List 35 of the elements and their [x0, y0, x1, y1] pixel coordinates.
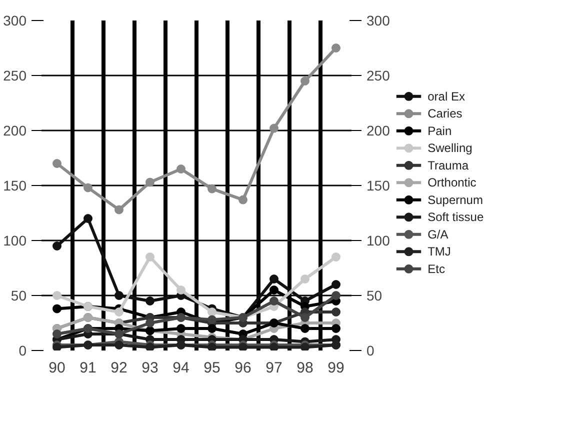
legend-label: Caries: [428, 106, 462, 121]
y-tick-label: 150: [3, 178, 27, 194]
x-tick-label: 98: [296, 360, 314, 376]
legend-label: Supernum: [428, 192, 483, 207]
y-tick-label: 300: [3, 12, 27, 28]
x-tick-label: 91: [80, 360, 96, 376]
legend-label: G/A: [428, 227, 448, 242]
legend-label: oral Ex: [428, 89, 465, 104]
y2-tick-label: 250: [366, 68, 390, 84]
legend-label: Swelling: [428, 141, 472, 156]
y2-tick-label: 300: [366, 12, 390, 28]
y2-tick-label: 50: [366, 288, 382, 304]
y-tick-label: 200: [3, 122, 27, 138]
y2-tick-label: 150: [366, 178, 390, 194]
y2-tick-label: 0: [366, 342, 374, 358]
y2-tick-label: 200: [366, 122, 390, 138]
legend-label: Trauma: [428, 158, 469, 172]
legend-label: Etc: [428, 262, 445, 276]
legend-label: Pain: [428, 124, 452, 138]
y-tick-label: 50: [10, 288, 27, 304]
x-tick-label: 90: [48, 360, 66, 376]
x-tick-label: 95: [204, 360, 220, 376]
x-tick-label: 92: [110, 360, 128, 376]
y-tick-label: 250: [3, 68, 27, 84]
x-tick-label: 93: [142, 360, 158, 376]
legend-label: TMJ: [428, 244, 451, 259]
y-tick-label: 100: [3, 232, 27, 248]
x-tick-label: 97: [266, 360, 282, 376]
x-tick-label: 99: [328, 360, 344, 376]
x-tick-label: 96: [234, 360, 252, 376]
x-tick-label: 94: [172, 360, 190, 376]
y2-tick-label: 100: [366, 232, 390, 248]
legend-label: Orthontic: [428, 176, 476, 190]
legend-label: Soft tissue: [428, 210, 484, 224]
y-tick-label: 0: [18, 342, 27, 358]
